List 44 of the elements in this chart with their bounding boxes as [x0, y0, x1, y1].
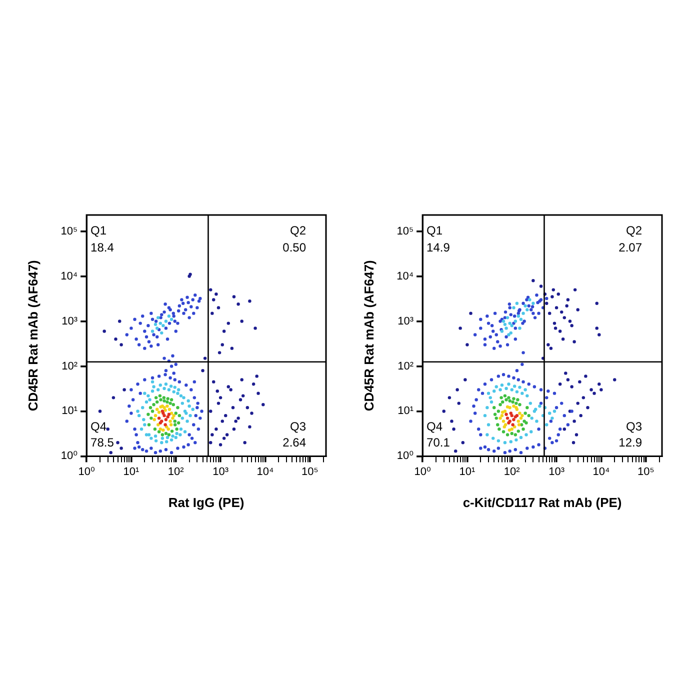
annotation: Q1 [426, 223, 443, 238]
y-tick-label: 10¹ [398, 405, 414, 418]
x-tick-label: 10¹ [459, 466, 476, 478]
y-tick-label: 10⁵ [60, 225, 78, 238]
x-tick-label: 10⁰ [414, 466, 432, 478]
annotation: 14.9 [426, 240, 450, 254]
x-axis-title: Rat IgG (PE) [168, 494, 244, 510]
y-tick-label: 10⁴ [396, 270, 414, 282]
y-tick-label: 10⁰ [396, 450, 414, 462]
annotation: Q4 [426, 420, 443, 434]
annotation: Q2 [626, 223, 642, 238]
x-tick-label: 10¹ [123, 466, 140, 478]
x-tick-label: 10² [168, 466, 184, 478]
y-tick-label: 10¹ [62, 405, 78, 418]
x-tick-label: 10⁵ [637, 466, 654, 478]
x-tick-label: 10⁰ [78, 466, 96, 478]
annotation: Q3 [290, 420, 306, 434]
y-tick-label: 10⁵ [396, 225, 414, 238]
annotation: Q4 [90, 420, 107, 434]
annotation: 78.5 [90, 436, 114, 450]
annotation: 2.07 [618, 240, 642, 254]
x-tick-label: 10⁴ [592, 466, 610, 478]
x-tick-label: 10⁴ [256, 466, 274, 478]
annotation: Q2 [290, 223, 306, 238]
annotation: 18.4 [90, 240, 114, 254]
y-tick-label: 10² [62, 360, 78, 372]
y-axis-title: CD45R Rat mAb (AF647) [25, 260, 40, 412]
annotation: 12.9 [618, 436, 642, 450]
annotation: 0.50 [282, 240, 306, 254]
x-axis-title: c-Kit/CD117 Rat mAb (PE) [462, 494, 622, 510]
annotation: Q1 [90, 223, 107, 238]
y-tick-label: 10³ [398, 315, 414, 328]
x-tick-label: 10⁵ [301, 466, 318, 478]
annotation: 2.64 [282, 436, 306, 450]
y-tick-label: 10² [398, 360, 414, 372]
y-tick-label: 10³ [62, 315, 78, 328]
annotation: 70.1 [426, 436, 450, 450]
y-axis-title: CD45R Rat mAb (AF647) [361, 260, 376, 412]
x-tick-label: 10² [504, 466, 520, 478]
y-tick-label: 10⁰ [60, 450, 78, 462]
annotation: Q3 [626, 420, 642, 434]
x-tick-label: 10³ [212, 466, 229, 478]
y-tick-label: 10⁴ [60, 270, 78, 282]
x-tick-label: 10³ [548, 466, 565, 478]
